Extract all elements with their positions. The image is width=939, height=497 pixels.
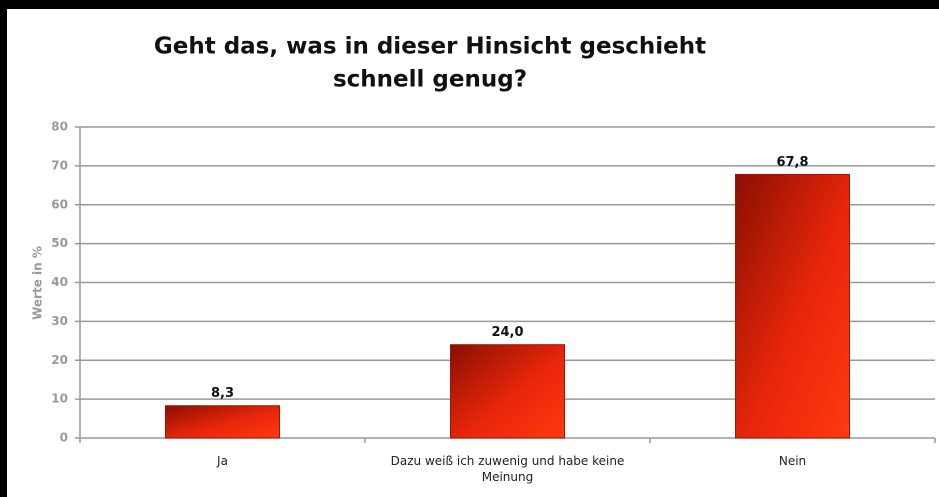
value-label: 24,0 — [491, 325, 523, 340]
y-tick-label: 70 — [51, 158, 68, 172]
y-tick-label: 10 — [51, 392, 68, 406]
value-label: 67,8 — [776, 155, 808, 170]
x-tick-label: Ja — [217, 454, 228, 468]
y-tick-label: 50 — [51, 236, 68, 250]
value-label: 8,3 — [211, 386, 234, 401]
y-tick-label: 60 — [51, 197, 68, 211]
bar — [735, 173, 850, 439]
chart-title: schnell genug? — [333, 67, 527, 93]
bar — [165, 405, 280, 439]
x-tick-label: Dazu weiß ich zuwenig und habe keine Mei… — [390, 454, 625, 484]
chart-title: Geht das, was in dieser Hinsicht geschie… — [154, 34, 706, 60]
y-tick-label: 40 — [51, 275, 68, 289]
y-tick-label: 80 — [51, 120, 68, 134]
y-tick-label: 0 — [60, 431, 68, 445]
y-tick-label: 30 — [51, 314, 68, 328]
y-axis-label: Werte in % — [31, 246, 45, 320]
frame-left — [0, 0, 7, 497]
bar — [450, 344, 565, 439]
x-tick-label: Nein — [778, 454, 807, 468]
y-tick-label: 20 — [51, 353, 68, 367]
frame-top — [0, 0, 939, 9]
